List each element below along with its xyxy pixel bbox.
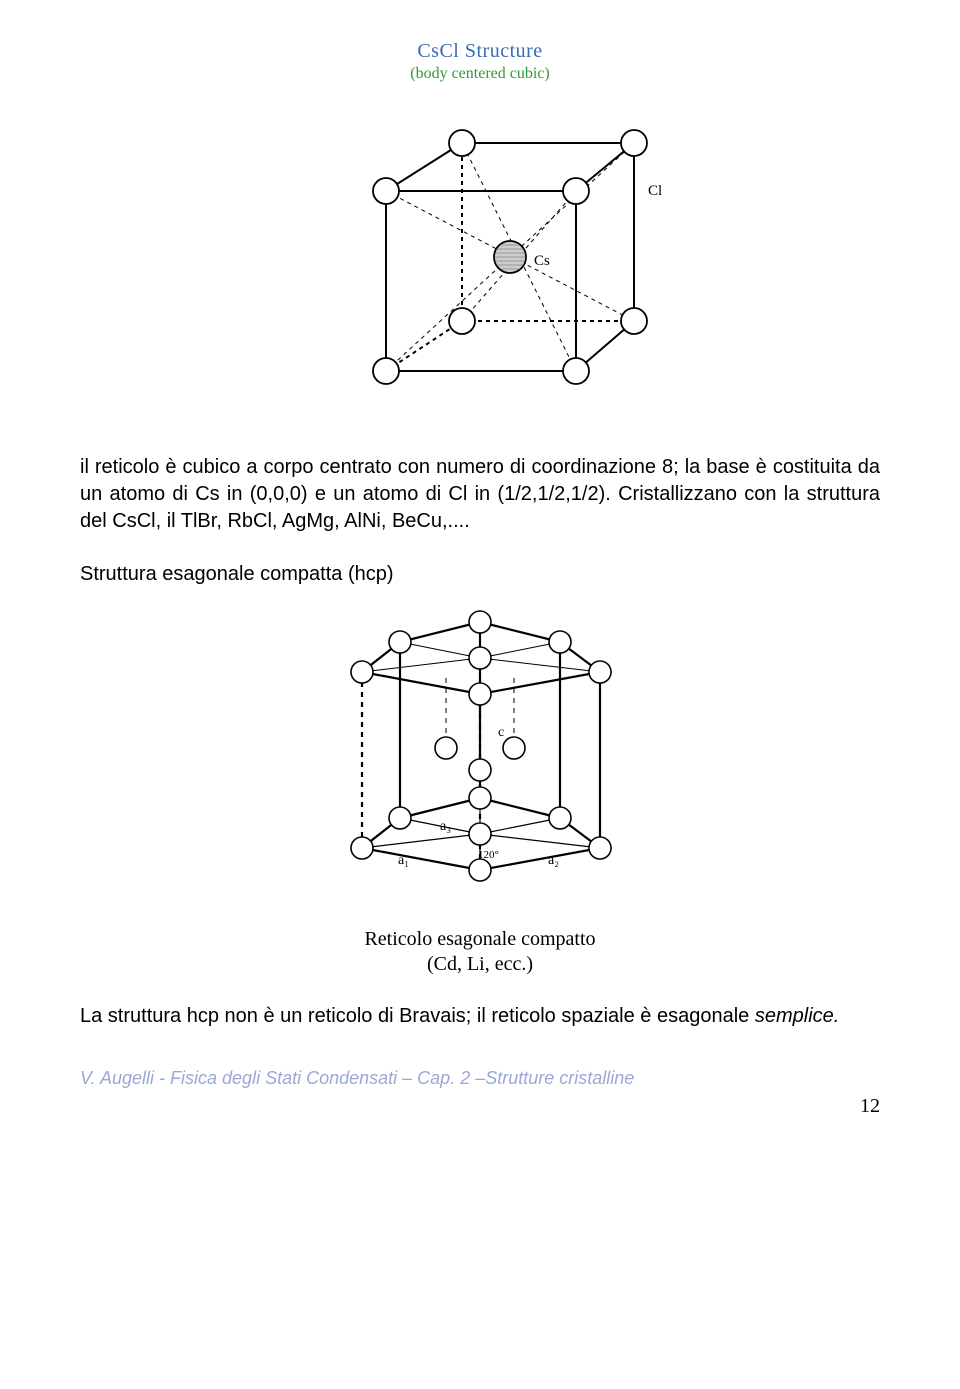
svg-text:a₃: a₃ xyxy=(440,819,451,834)
page-number: 12 xyxy=(80,1095,880,1118)
caption-line1: Reticolo esagonale compatto xyxy=(364,928,595,950)
svg-text:c: c xyxy=(498,725,504,740)
page-subtitle: (body centered cubic) xyxy=(80,65,880,83)
section-heading-hcp: Struttura esagonale compatta (hcp) xyxy=(80,563,880,586)
bcc-figure: Cl Cs xyxy=(80,95,880,430)
hcp-caption: Reticolo esagonale compatto (Cd, Li, ecc… xyxy=(80,927,880,977)
svg-text:120°: 120° xyxy=(478,849,499,861)
svg-text:Cl: Cl xyxy=(648,183,662,199)
bcc-diagram-svg: Cl Cs xyxy=(290,95,670,425)
paragraph-2: La struttura hcp non è un reticolo di Br… xyxy=(80,1003,880,1030)
paragraph-2-italic: semplice. xyxy=(755,1005,839,1027)
caption-line2: (Cd, Li, ecc.) xyxy=(427,953,533,975)
hcp-diagram-svg: c a₁ a₂ a₃ 120° xyxy=(300,598,660,898)
title-block: CsCl Structure (body centered cubic) xyxy=(80,40,880,83)
paragraph-1: il reticolo è cubico a corpo centrato co… xyxy=(80,454,880,535)
paragraph-2-text: La struttura hcp non è un reticolo di Br… xyxy=(80,1005,755,1027)
hcp-figure: c a₁ a₂ a₃ 120° xyxy=(80,598,880,903)
page-title: CsCl Structure xyxy=(80,40,880,63)
svg-text:a₂: a₂ xyxy=(548,853,559,868)
svg-text:a₁: a₁ xyxy=(398,853,409,868)
svg-text:Cs: Cs xyxy=(534,253,550,269)
footer-credit: V. Augelli - Fisica degli Stati Condensa… xyxy=(80,1068,880,1089)
